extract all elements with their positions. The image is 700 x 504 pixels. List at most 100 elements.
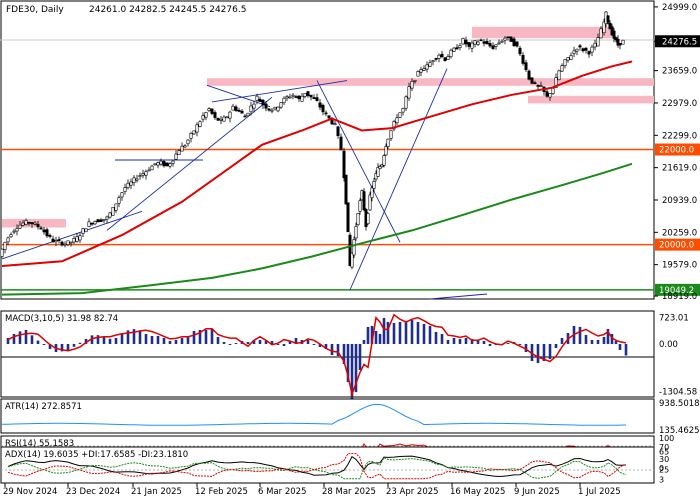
- macd-bar: [174, 339, 178, 344]
- adx-tick-label: 65: [659, 447, 669, 456]
- macd-tick-label: 0.00: [659, 340, 678, 350]
- candle: [527, 69, 531, 81]
- macd-bar: [18, 331, 22, 344]
- candle: [87, 218, 91, 228]
- macd-bar: [354, 343, 358, 393]
- atr-label: ATR(14) 272.8571: [5, 402, 82, 412]
- macd-bar: [392, 322, 396, 344]
- candle: [282, 96, 286, 105]
- candle: [51, 235, 55, 243]
- candle: [0, 248, 4, 258]
- candle: [410, 78, 414, 92]
- price-tick-label: 22979.0: [662, 99, 697, 109]
- candle: [279, 102, 283, 109]
- candle: [366, 212, 370, 226]
- candle: [336, 125, 340, 139]
- trendline: [316, 80, 401, 243]
- candle: [36, 220, 40, 230]
- candle: [446, 54, 450, 60]
- macd-bar: [102, 336, 106, 344]
- candle: [470, 40, 474, 53]
- candle: [533, 80, 537, 85]
- candle: [407, 82, 411, 102]
- candle: [15, 224, 19, 236]
- moving-average-green: [1, 162, 633, 296]
- atr-panel: ATR(14) 272.8571: [0, 398, 655, 434]
- candle: [270, 108, 274, 114]
- trendline: [349, 68, 448, 290]
- candle: [593, 39, 597, 51]
- candle: [39, 225, 43, 230]
- macd-bar: [90, 335, 94, 344]
- candle: [108, 211, 112, 219]
- atr-axis: 938.5018 135.4625: [659, 399, 700, 436]
- zone-rect: [472, 26, 612, 39]
- price-tick-label: 22299.0: [662, 131, 697, 141]
- macd-panel: MACD(3,10,5) 31.98 82.74: [0, 310, 655, 407]
- candle: [309, 94, 313, 101]
- candle: [240, 109, 244, 114]
- candle: [376, 163, 380, 177]
- candle: [339, 133, 343, 151]
- candle: [237, 107, 241, 113]
- candle: [267, 108, 271, 112]
- candle: [612, 27, 616, 43]
- candle: [569, 52, 573, 61]
- candle: [389, 130, 393, 141]
- macd-bar: [210, 328, 214, 344]
- candle: [126, 179, 130, 190]
- candle: [434, 57, 438, 62]
- candle: [78, 232, 82, 244]
- candle: [315, 93, 319, 102]
- macd-bar: [342, 343, 346, 365]
- candle: [132, 175, 136, 187]
- macd-bar: [168, 340, 172, 344]
- adx-panel: ADX(14) 19.6035 +DI:17.6585 -DI:23.1810: [0, 446, 655, 484]
- macd-bar: [222, 341, 226, 344]
- macd-bar: [596, 339, 600, 344]
- macd-bar: [548, 343, 552, 360]
- macd-bar: [422, 323, 426, 344]
- macd-bar: [138, 330, 142, 344]
- candle: [264, 101, 268, 112]
- candle: [288, 93, 292, 99]
- macd-bar: [488, 343, 492, 346]
- candle: [177, 149, 181, 155]
- macd-bar: [470, 338, 474, 344]
- macd-bar: [294, 337, 298, 344]
- candle: [428, 59, 432, 67]
- macd-bar: [350, 343, 354, 407]
- macd-bar: [42, 343, 46, 345]
- candle: [437, 53, 441, 63]
- candle: [413, 79, 417, 84]
- macd-bar: [446, 339, 450, 344]
- candle: [255, 93, 259, 105]
- candle: [54, 236, 58, 246]
- macd-bar: [246, 341, 250, 344]
- candle: [261, 98, 265, 109]
- candle: [201, 112, 205, 123]
- macd-bar: [590, 339, 594, 344]
- rsi-tick-label: 0: [659, 464, 664, 473]
- chart-title: FDE30, Daily: [6, 5, 64, 15]
- candle: [198, 120, 202, 128]
- candle: [312, 94, 316, 100]
- candle: [488, 39, 492, 48]
- candle: [618, 43, 622, 50]
- candle: [165, 162, 169, 167]
- candle: [234, 104, 238, 112]
- macd-bar: [156, 335, 160, 344]
- macd-bar: [358, 343, 362, 371]
- candle: [90, 222, 94, 227]
- candle: [219, 115, 223, 125]
- candle: [590, 44, 594, 57]
- macd-bar: [440, 333, 444, 344]
- candle: [180, 142, 184, 152]
- level-label: 20000.0: [659, 241, 694, 251]
- candle: [171, 160, 175, 167]
- macd-bar: [264, 340, 268, 344]
- macd-bar: [24, 329, 28, 344]
- candle: [246, 112, 250, 118]
- date-tick-label: 28 Mar 2025: [322, 487, 376, 497]
- macd-bar: [464, 337, 468, 344]
